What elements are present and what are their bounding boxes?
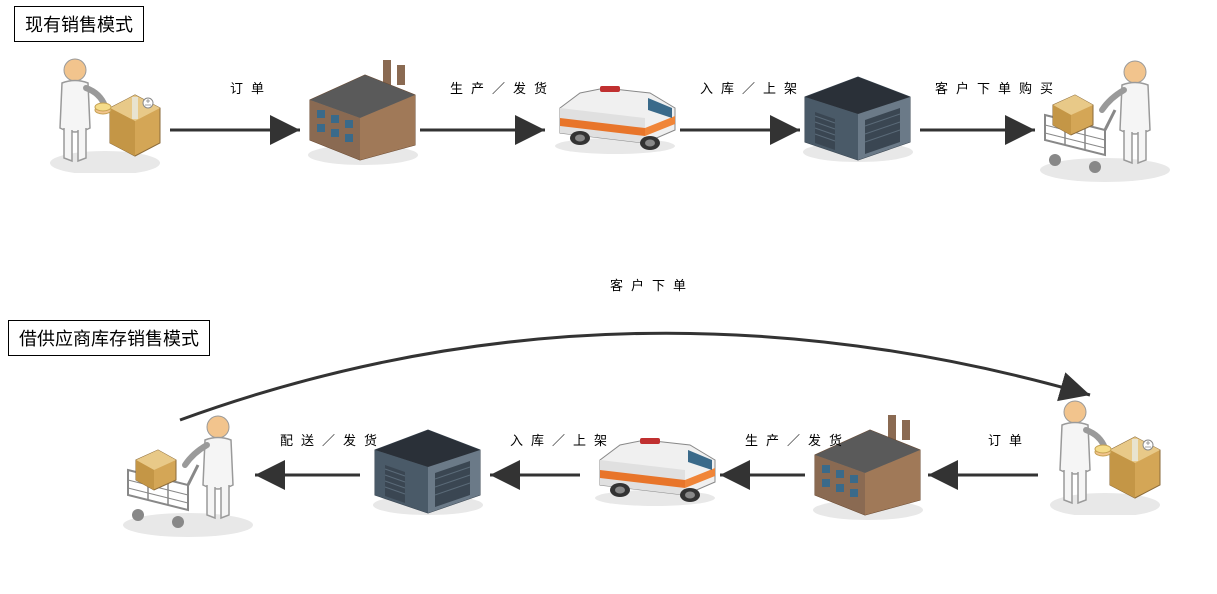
r1-warehouse — [800, 72, 915, 172]
r1-label-3: 入库／上架 — [700, 78, 805, 97]
r1-factory — [305, 60, 420, 170]
r1-label-1: 订单 — [230, 78, 272, 97]
row1-title: 现有销售模式 — [14, 6, 144, 42]
row1-title-text: 现有销售模式 — [25, 15, 133, 35]
r2-label-3: 入库／上架 — [510, 430, 615, 449]
r2-label-2: 生产／发货 — [745, 430, 850, 449]
r1-ambulance — [550, 78, 680, 163]
curved-arrow — [180, 333, 1090, 420]
r1-supplier — [45, 58, 165, 178]
row2-title: 借供应商库存销售模式 — [8, 320, 210, 356]
r2-warehouse — [370, 425, 485, 525]
r2-label-4: 配送／发货 — [280, 430, 385, 449]
r2-customer — [118, 415, 258, 545]
r1-label-2: 生产／发货 — [450, 78, 555, 97]
row2-title-text: 借供应商库存销售模式 — [19, 329, 199, 349]
curved-label: 客户下单 — [610, 275, 694, 294]
r2-supplier — [1045, 400, 1165, 520]
r1-label-4: 客户下单购买 — [935, 78, 1061, 97]
r2-label-1: 订单 — [988, 430, 1030, 449]
